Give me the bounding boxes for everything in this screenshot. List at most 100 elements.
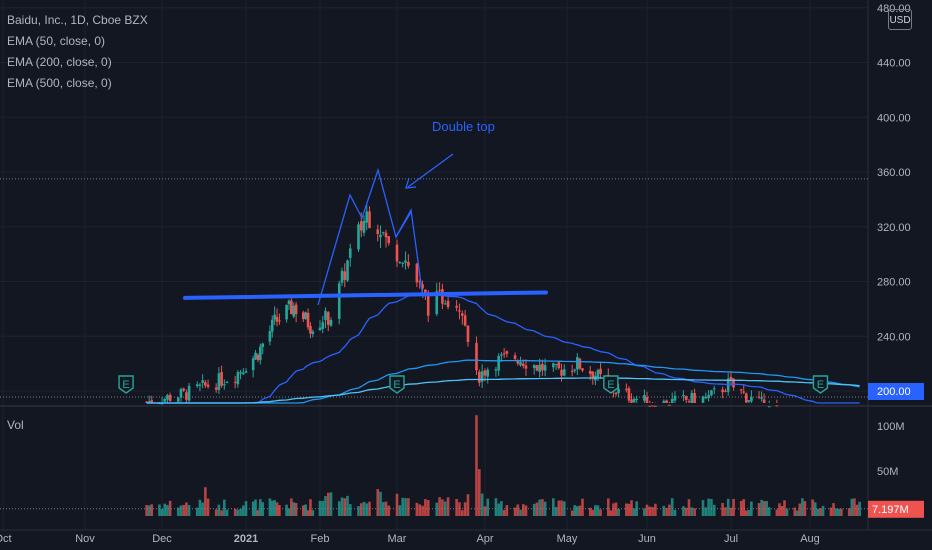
volume-bar bbox=[220, 510, 223, 516]
volume-bar bbox=[446, 497, 450, 516]
candle-body bbox=[223, 384, 226, 386]
candle-body bbox=[225, 382, 229, 384]
volume-bar bbox=[309, 499, 312, 516]
candle-body bbox=[443, 303, 447, 305]
candle-body bbox=[206, 384, 210, 387]
candle-body bbox=[478, 371, 481, 383]
ema-500-label[interactable]: EMA (500, close, 0) bbox=[7, 76, 112, 90]
volume-bar bbox=[821, 505, 825, 516]
volume-bar bbox=[145, 505, 148, 516]
time-axis[interactable]: Oct Nov Dec 2021 Feb Mar Apr May Jun Jul Aug bbox=[0, 533, 820, 545]
volume-bar bbox=[187, 505, 191, 516]
candle-body bbox=[710, 390, 713, 396]
price-tick-label: 400.00 bbox=[877, 112, 911, 124]
candle-body bbox=[562, 369, 566, 376]
candle-body bbox=[270, 319, 274, 332]
volume-bar bbox=[573, 505, 577, 516]
volume-bar bbox=[516, 504, 520, 516]
volume-bar bbox=[435, 502, 439, 516]
candle-body bbox=[516, 360, 520, 364]
candle-body bbox=[278, 320, 281, 322]
time-tick-label: Oct bbox=[0, 533, 12, 545]
volume-bar bbox=[684, 507, 688, 516]
volume-bar bbox=[803, 501, 807, 516]
ema-200-label[interactable]: EMA (200, close, 0) bbox=[7, 55, 112, 69]
volume-bar bbox=[244, 501, 248, 516]
candle-body bbox=[346, 260, 349, 281]
volume-bar bbox=[847, 508, 851, 516]
candle-body bbox=[635, 398, 638, 400]
volume-bar bbox=[460, 510, 464, 516]
volume-bar bbox=[494, 498, 498, 516]
volume-bar bbox=[721, 502, 724, 516]
candles[interactable] bbox=[145, 204, 779, 408]
candle-body bbox=[662, 400, 666, 403]
volume-bar bbox=[513, 507, 517, 516]
volume-bar bbox=[762, 501, 766, 516]
volume-bar bbox=[160, 509, 164, 516]
candle-body bbox=[357, 224, 360, 250]
volume-bar bbox=[278, 505, 281, 516]
volume-bar bbox=[596, 505, 600, 516]
volume-bar bbox=[294, 503, 298, 516]
volume-bar bbox=[198, 499, 202, 516]
volume-bar bbox=[301, 505, 305, 516]
volume-bar bbox=[726, 498, 730, 516]
volume-label[interactable]: Vol bbox=[7, 418, 24, 432]
volume-bar bbox=[780, 506, 784, 516]
volume-bar bbox=[259, 499, 262, 516]
volume-bar bbox=[458, 502, 461, 516]
candle-body bbox=[532, 365, 536, 369]
candle-body bbox=[693, 392, 696, 403]
annotation-arrow-head bbox=[405, 177, 417, 189]
currency-badge[interactable]: USD bbox=[888, 9, 912, 30]
volume-bar bbox=[497, 503, 500, 516]
candle-body bbox=[739, 389, 743, 391]
volume-bar bbox=[560, 500, 563, 516]
candle-body bbox=[665, 400, 668, 403]
candle-body bbox=[721, 389, 724, 393]
volume-bar bbox=[311, 510, 315, 516]
candle-body bbox=[415, 263, 419, 283]
volume-bar bbox=[455, 498, 458, 516]
ema-50-label[interactable]: EMA (50, close, 0) bbox=[7, 34, 106, 48]
volume-bar bbox=[690, 507, 694, 516]
volume-bar bbox=[811, 499, 814, 516]
time-tick-label: Nov bbox=[75, 533, 95, 545]
candle-body bbox=[198, 384, 202, 386]
candle-body bbox=[343, 271, 347, 280]
volume-bar bbox=[673, 509, 677, 516]
candle-body bbox=[304, 312, 307, 319]
volume-bar bbox=[505, 505, 509, 516]
candle-body bbox=[301, 312, 305, 320]
candle-body bbox=[578, 358, 582, 369]
candle-body bbox=[168, 394, 172, 401]
candle-body bbox=[690, 392, 694, 403]
candle-body bbox=[625, 388, 628, 390]
time-tick-label: Jul bbox=[724, 533, 738, 545]
volume-bar bbox=[486, 498, 490, 516]
candle-body bbox=[426, 293, 430, 316]
earnings-marker-label: E bbox=[393, 379, 400, 391]
volume-bar bbox=[654, 503, 657, 516]
candle-body bbox=[557, 362, 561, 369]
candle-body bbox=[588, 370, 592, 374]
volume-bar bbox=[185, 502, 188, 516]
volume-bar bbox=[724, 507, 727, 516]
volume-bar bbox=[150, 504, 154, 516]
candle-body bbox=[329, 320, 333, 326]
symbol-title[interactable]: Baidu, Inc., 1D, Cboe BZX bbox=[7, 13, 148, 27]
candle-body bbox=[630, 399, 633, 403]
candle-body bbox=[214, 387, 218, 390]
candle-body bbox=[187, 385, 191, 401]
volume-bar bbox=[775, 509, 779, 516]
price-axis[interactable]: 240.00 280.00 320.00 360.00 400.00 440.00 480.… bbox=[877, 3, 911, 344]
volume-bar bbox=[475, 415, 478, 516]
price-tick-label: 440.00 bbox=[877, 58, 911, 70]
drawings[interactable]: Double top bbox=[183, 119, 548, 306]
candle-body bbox=[182, 388, 185, 391]
volume-bar bbox=[594, 505, 597, 516]
volume-bar bbox=[798, 503, 802, 516]
